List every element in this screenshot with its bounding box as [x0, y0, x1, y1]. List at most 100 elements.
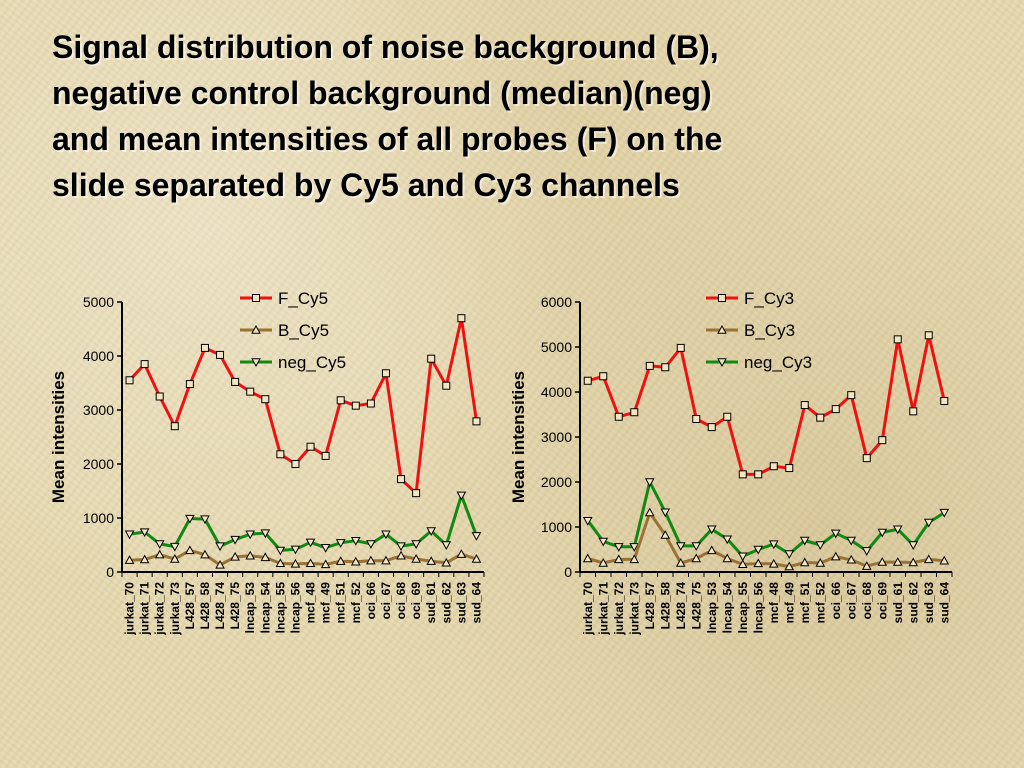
x-tick-label: oci_67: [844, 582, 858, 620]
x-tick-label: oci_68: [860, 582, 874, 620]
x-tick-label: lncap_55: [273, 582, 287, 634]
data-point-b-cy3: [598, 557, 609, 567]
y-axis-title: Mean intensities: [509, 371, 528, 503]
x-tick-label: L428_74: [674, 582, 688, 630]
data-point-b-cy5: [154, 549, 165, 559]
y-tick-label: 2000: [541, 474, 572, 490]
x-tick-label: jurkat_71: [596, 582, 610, 636]
data-point-f-cy3: [940, 397, 949, 405]
data-point-neg-cy5: [320, 544, 331, 553]
data-point-neg-cy5: [215, 542, 225, 552]
x-tick-label: oci_66: [364, 582, 378, 620]
data-point-b-cy5: [456, 549, 467, 558]
data-point-neg-cy5: [350, 536, 361, 546]
x-tick-label: sud_61: [424, 582, 438, 624]
data-point-b-cy5: [426, 556, 437, 565]
y-tick-label: 0: [106, 564, 114, 580]
x-tick-label: L428_57: [183, 582, 197, 630]
x-tick-label: jurkat_70: [123, 582, 137, 636]
data-point-f-cy3: [583, 376, 592, 385]
data-point-b-cy3: [722, 553, 733, 563]
series-line-f-cy5: [128, 316, 478, 495]
data-point-neg-cy3: [660, 508, 671, 518]
data-point-f-cy5: [216, 350, 225, 359]
data-point-b-cy3: [830, 551, 841, 561]
data-point-b-cy3: [613, 554, 624, 564]
x-tick-label: jurkat_72: [612, 582, 626, 636]
title-line: Signal distribution of noise background …: [52, 29, 719, 65]
data-point-f-cy3: [692, 415, 701, 423]
data-point-f-cy3: [785, 464, 794, 473]
data-point-b-cy3: [768, 558, 779, 568]
x-tick-label: mcf_51: [798, 582, 812, 624]
data-point-b-cy5: [305, 558, 316, 568]
legend-marker: [252, 294, 260, 302]
data-point-b-cy5: [200, 549, 210, 559]
data-point-neg-cy5: [396, 542, 406, 552]
data-point-f-cy3: [645, 361, 654, 370]
y-tick-label: 3000: [541, 429, 572, 445]
legend-label: neg_Cy5: [278, 353, 346, 372]
x-tick-label: L428_74: [213, 582, 227, 630]
data-point-f-cy3: [630, 408, 639, 417]
x-tick-label: lncap_54: [258, 582, 272, 634]
y-tick-label: 0: [564, 564, 572, 580]
data-point-neg-cy5: [185, 514, 195, 524]
x-tick-label: oci_66: [829, 582, 843, 620]
data-point-neg-cy5: [335, 539, 346, 548]
data-point-f-cy3: [862, 454, 871, 463]
data-point-f-cy3: [847, 391, 856, 400]
y-tick-label: 2000: [83, 456, 114, 472]
data-point-f-cy3: [676, 343, 685, 352]
data-point-f-cy5: [427, 354, 436, 363]
data-point-f-cy5: [321, 451, 330, 460]
data-point-b-cy3: [846, 554, 857, 564]
x-tick-label: mcf_51: [334, 582, 348, 624]
data-point-b-cy5: [335, 556, 346, 565]
data-point-b-cy5: [441, 557, 452, 567]
data-point-f-cy3: [707, 423, 716, 432]
data-point-f-cy3: [723, 412, 732, 421]
x-tick-label: jurkat_71: [138, 582, 152, 636]
y-tick-label: 1000: [83, 510, 114, 526]
data-point-f-cy5: [276, 450, 285, 459]
data-point-f-cy5: [381, 369, 390, 378]
data-point-f-cy3: [893, 335, 902, 344]
data-point-f-cy5: [246, 387, 255, 396]
data-point-f-cy5: [125, 376, 134, 385]
title-line: and mean intensities of all probes (F) o…: [52, 121, 723, 157]
series-line-neg-cy3: [586, 480, 946, 558]
data-point-neg-cy3: [706, 525, 717, 535]
data-point-neg-cy5: [471, 532, 482, 541]
data-point-neg-cy3: [846, 536, 857, 546]
data-point-neg-cy5: [290, 545, 301, 555]
data-point-f-cy3: [800, 401, 809, 410]
x-tick-label: L428_75: [689, 582, 703, 630]
data-point-f-cy3: [754, 470, 763, 479]
data-point-neg-cy5: [169, 542, 180, 552]
data-point-b-cy3: [691, 553, 702, 563]
legend-marker: [717, 324, 727, 334]
data-point-b-cy5: [381, 555, 391, 565]
legend-label: F_Cy5: [278, 289, 328, 308]
data-point-neg-cy3: [877, 528, 888, 538]
data-point-f-cy3: [769, 462, 778, 471]
data-point-neg-cy3: [939, 508, 950, 518]
data-point-neg-cy3: [830, 529, 841, 539]
legend-marker: [717, 358, 727, 368]
data-point-b-cy3: [737, 559, 748, 569]
data-point-b-cy5: [185, 545, 195, 555]
y-tick-label: 3000: [83, 402, 114, 418]
x-tick-label: jurkat_72: [153, 582, 167, 636]
data-point-neg-cy3: [815, 541, 826, 551]
data-point-neg-cy5: [245, 530, 256, 540]
legend-label: F_Cy3: [744, 289, 794, 308]
data-point-b-cy3: [799, 557, 810, 567]
data-point-neg-cy5: [366, 540, 376, 549]
data-point-neg-cy3: [753, 545, 764, 555]
data-point-b-cy3: [644, 507, 655, 517]
data-point-f-cy3: [599, 372, 608, 381]
data-point-neg-cy5: [441, 541, 452, 551]
data-point-neg-cy5: [411, 540, 421, 549]
data-point-neg-cy5: [139, 528, 150, 538]
